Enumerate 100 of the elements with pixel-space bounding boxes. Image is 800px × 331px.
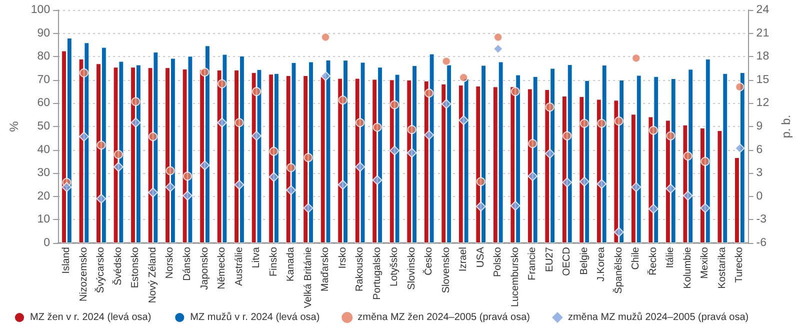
y2-tick-label: 6 <box>756 144 763 156</box>
x-tick-label: Kanada <box>286 246 297 282</box>
x-tick-label: Irsko <box>337 246 348 269</box>
point <box>682 190 693 201</box>
point <box>182 190 193 201</box>
x-tick-label: Itálie <box>665 246 676 268</box>
x-tick-label: Velká Británie <box>302 246 314 308</box>
point <box>390 100 400 110</box>
point <box>442 56 451 66</box>
point <box>148 188 158 198</box>
point <box>424 88 434 98</box>
point <box>735 82 744 92</box>
y2-tick-label: 3 <box>756 167 763 180</box>
x-tick-label: Norsko <box>164 246 176 279</box>
point <box>579 176 590 187</box>
point <box>165 182 176 192</box>
point <box>372 122 382 132</box>
x-tick-label: Finsko <box>268 246 280 276</box>
point <box>130 118 141 128</box>
point <box>252 87 262 96</box>
point <box>268 172 279 182</box>
y-axis-title: % <box>7 120 21 132</box>
x-tick-label: Dánsko <box>182 246 194 281</box>
point <box>218 79 227 88</box>
point <box>78 132 89 142</box>
x-tick-label: Polsko <box>492 246 504 278</box>
point <box>355 162 366 172</box>
point <box>596 178 607 189</box>
y-tick-label: 60 <box>37 97 50 110</box>
point <box>648 126 658 135</box>
point <box>200 68 210 77</box>
point <box>493 44 504 54</box>
x-tick-label: OECD <box>562 247 573 276</box>
point <box>390 146 400 156</box>
x-tick-label: J.Korea <box>596 246 608 282</box>
point <box>528 171 538 182</box>
point <box>183 172 192 181</box>
x-tick-label: Francie <box>527 246 538 280</box>
point <box>510 87 520 96</box>
point <box>510 200 520 211</box>
point <box>338 180 348 190</box>
point <box>96 140 106 150</box>
x-tick-label: Rakousko <box>354 246 366 292</box>
point <box>614 227 624 238</box>
x-tick-label: Belgie <box>578 246 590 275</box>
x-tick-label: Kostarika <box>716 246 728 289</box>
y2-axis-title: p. b. <box>779 114 793 138</box>
x-tick-label: Litva <box>251 246 262 268</box>
legend-label: změna MZ žen 2024–2005 (pravá osa) <box>358 312 530 323</box>
point <box>700 156 710 166</box>
x-tick-label: Slovensko <box>440 246 452 294</box>
y-tick-label: 50 <box>37 120 50 132</box>
point <box>234 180 244 190</box>
x-tick-label: Německo <box>216 246 228 290</box>
point <box>406 148 417 158</box>
point <box>544 148 555 159</box>
x-tick-label: Izrael <box>458 247 470 272</box>
point <box>303 203 314 214</box>
point <box>131 97 140 106</box>
y-tick-label: 30 <box>37 167 50 180</box>
y2-tick-label: 12 <box>756 97 770 110</box>
point <box>734 143 745 154</box>
point <box>459 73 468 82</box>
y-tick-label: 0 <box>44 237 50 249</box>
x-tick-label: Kolumbie <box>682 246 694 289</box>
x-tick-label: Řecko <box>646 246 659 276</box>
y2-tick-label: 24 <box>756 4 770 16</box>
point <box>632 54 641 63</box>
point <box>304 153 313 162</box>
x-tick-label: Japonsko <box>199 246 210 290</box>
point <box>114 150 123 159</box>
point <box>631 182 642 192</box>
point <box>700 203 710 214</box>
y-tick-label: 80 <box>37 50 50 63</box>
x-tick-label: Maďarsko <box>320 246 332 292</box>
x-tick-label: Nový Zéland <box>147 247 158 304</box>
x-tick-label: Chile <box>630 246 642 270</box>
y2-tick-label: 15 <box>756 74 770 86</box>
x-tick-label: Mexiko <box>700 246 711 279</box>
point <box>234 118 244 128</box>
point <box>562 131 572 140</box>
x-tick-label: Česko <box>422 246 435 276</box>
point <box>252 130 262 141</box>
point <box>666 184 676 194</box>
point <box>562 177 572 188</box>
point <box>494 32 503 42</box>
point <box>113 162 124 172</box>
x-tick-label: Island <box>61 247 72 274</box>
y-tick-label: 100 <box>30 4 50 16</box>
legend-label: změna MZ mužů 2024–2005 (pravá osa) <box>568 311 749 323</box>
y2-tick-label: 21 <box>756 27 770 40</box>
x-tick-label: Turecko <box>734 246 746 283</box>
y-tick-label: 70 <box>37 74 50 86</box>
x-tick-label: Španělsko <box>612 246 624 294</box>
point <box>528 139 538 148</box>
point <box>683 152 692 161</box>
point <box>614 116 624 126</box>
point <box>286 185 296 196</box>
point <box>458 115 469 126</box>
point <box>356 118 365 128</box>
